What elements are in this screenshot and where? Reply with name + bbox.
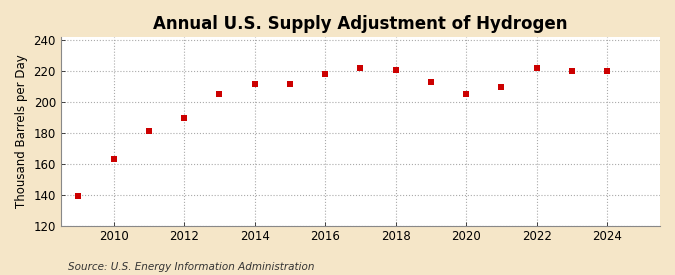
Point <box>496 84 507 89</box>
Point <box>249 81 260 86</box>
Point <box>73 194 84 199</box>
Point <box>179 116 190 120</box>
Point <box>425 80 436 84</box>
Point <box>320 72 331 76</box>
Point <box>108 157 119 161</box>
Point <box>531 66 542 70</box>
Point <box>566 69 577 73</box>
Y-axis label: Thousand Barrels per Day: Thousand Barrels per Day <box>15 55 28 208</box>
Title: Annual U.S. Supply Adjustment of Hydrogen: Annual U.S. Supply Adjustment of Hydroge… <box>153 15 568 33</box>
Point <box>144 129 155 134</box>
Point <box>284 81 295 86</box>
Point <box>214 92 225 97</box>
Point <box>601 69 612 73</box>
Text: Source: U.S. Energy Information Administration: Source: U.S. Energy Information Administ… <box>68 262 314 272</box>
Point <box>390 68 401 72</box>
Point <box>461 92 472 97</box>
Point <box>355 66 366 70</box>
